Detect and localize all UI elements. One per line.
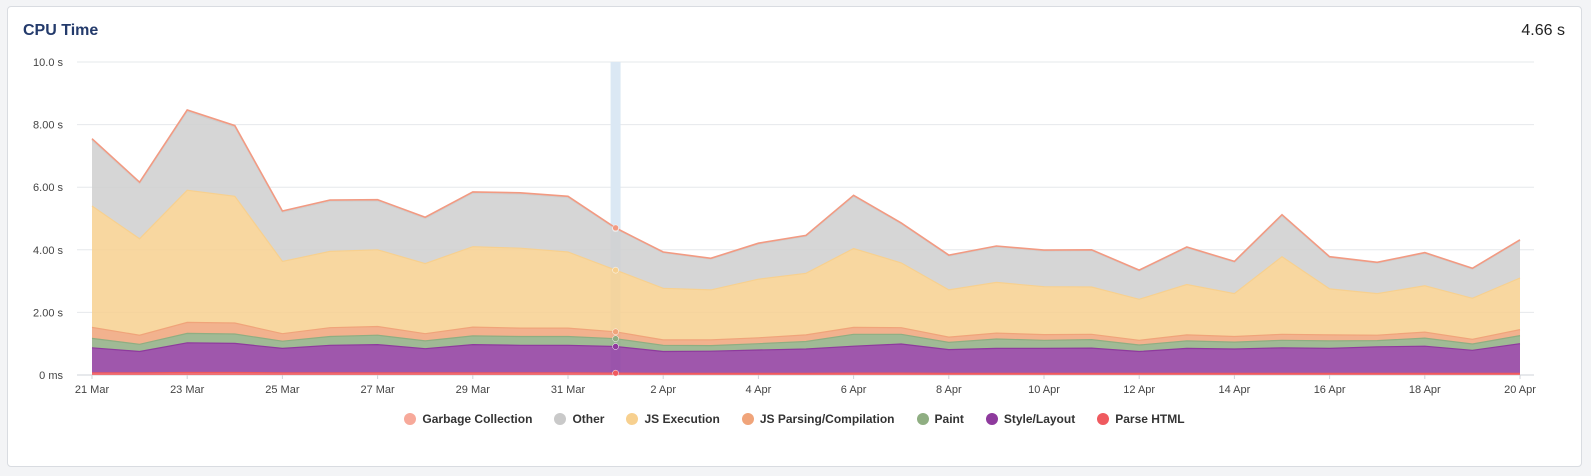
x-tick-label: 8 Apr	[936, 384, 962, 396]
area-js-parsing-compilation	[92, 322, 1520, 346]
area-paint	[92, 333, 1520, 352]
hover-point	[612, 328, 619, 336]
total-cpu-time: 4.66 s	[1521, 22, 1565, 39]
line-js-parsing-compilation	[91, 321, 1521, 341]
hover-point	[612, 369, 619, 377]
legend-label: Parse HTML	[1115, 412, 1185, 426]
area-js-execution	[92, 190, 1520, 341]
x-tick-label: 6 Apr	[841, 384, 867, 396]
x-tick-label: 21 Mar	[75, 384, 110, 396]
hover-point	[612, 343, 619, 350]
legend-item-paint[interactable]: Paint	[916, 412, 964, 426]
line-garbage-collection	[91, 108, 1521, 271]
series-lines	[91, 108, 1521, 374]
x-tick-label: 12 Apr	[1123, 384, 1155, 396]
y-tick-label: 10.0 s	[33, 57, 63, 69]
x-tick-label: 14 Apr	[1218, 384, 1250, 396]
legend-item-js-parsing-compilation[interactable]: JS Parsing/Compilation	[741, 412, 895, 426]
hover-markers	[612, 224, 619, 377]
legend-label: Other	[572, 412, 605, 426]
legend-item-other[interactable]: Other	[554, 412, 604, 426]
line-style-layout	[91, 342, 1521, 353]
legend-label: JS Execution	[644, 412, 720, 426]
legend-swatch	[985, 413, 998, 425]
legend-swatch	[626, 413, 639, 425]
line-paint	[91, 332, 1521, 347]
legend-label: Paint	[934, 412, 964, 426]
legend-swatch	[916, 413, 929, 425]
legend-label: Garbage Collection	[422, 412, 533, 426]
line-other	[91, 110, 1521, 272]
hover-point	[612, 335, 619, 342]
x-tick-label: 25 Mar	[265, 384, 300, 396]
y-tick-label: 2.00 s	[33, 307, 63, 319]
legend-swatch	[404, 413, 417, 425]
hover-point	[612, 266, 619, 274]
hover-highlight-band	[610, 62, 621, 375]
legend-swatch	[1097, 413, 1110, 425]
y-tick-label: 0 ms	[39, 370, 63, 382]
x-tick-label: 16 Apr	[1314, 384, 1346, 396]
x-tick-label: 23 Mar	[170, 384, 205, 396]
y-tick-label: 4.00 s	[33, 245, 63, 257]
chart-legend: Garbage Collection Other JS Execution JS Pa…	[8, 412, 1581, 426]
x-tick-label: 31 Mar	[551, 384, 586, 396]
x-tick-label: 4 Apr	[746, 384, 772, 396]
hover-point	[612, 224, 619, 232]
x-tick-label: 27 Mar	[360, 384, 395, 396]
x-tick-label: 20 Apr	[1504, 384, 1536, 396]
y-tick-label: 6.00 s	[33, 182, 63, 194]
x-tick-label: 10 Apr	[1028, 384, 1060, 396]
legend-item-js-execution[interactable]: JS Execution	[626, 412, 720, 426]
area-other	[92, 111, 1520, 300]
legend-swatch	[741, 413, 754, 425]
legend-item-style-layout[interactable]: Style/Layout	[985, 412, 1076, 426]
legend-item-parse-html[interactable]: Parse HTML	[1097, 412, 1185, 426]
cpu-time-card: CPU Time 4.66 s 0 ms 2.00 s 4.00 s 6.00 s 8.…	[7, 6, 1582, 467]
legend-swatch	[554, 413, 567, 425]
legend-label: JS Parsing/Compilation	[759, 412, 895, 426]
legend-item-garbage-collection[interactable]: Garbage Collection	[404, 412, 532, 426]
x-axis: 21 Mar 23 Mar 25 Mar 27 Mar 29 Mar 31 Mar 2 Ap…	[75, 375, 1536, 396]
line-js-execution	[91, 189, 1521, 300]
y-tick-label: 8.00 s	[33, 120, 63, 132]
x-tick-label: 2 Apr	[650, 384, 676, 396]
x-tick-label: 29 Mar	[456, 384, 491, 396]
card-title: CPU Time	[23, 22, 99, 39]
cpu-time-chart[interactable]: 0 ms 2.00 s 4.00 s 6.00 s 8.00 s 10.0 s 21 Ma…	[8, 7, 1583, 407]
hover-band	[610, 62, 621, 375]
y-axis: 0 ms 2.00 s 4.00 s 6.00 s 8.00 s 10.0 s	[33, 57, 63, 382]
x-tick-label: 18 Apr	[1409, 384, 1441, 396]
legend-label: Style/Layout	[1003, 412, 1076, 426]
line-parse-html	[92, 371, 1520, 374]
